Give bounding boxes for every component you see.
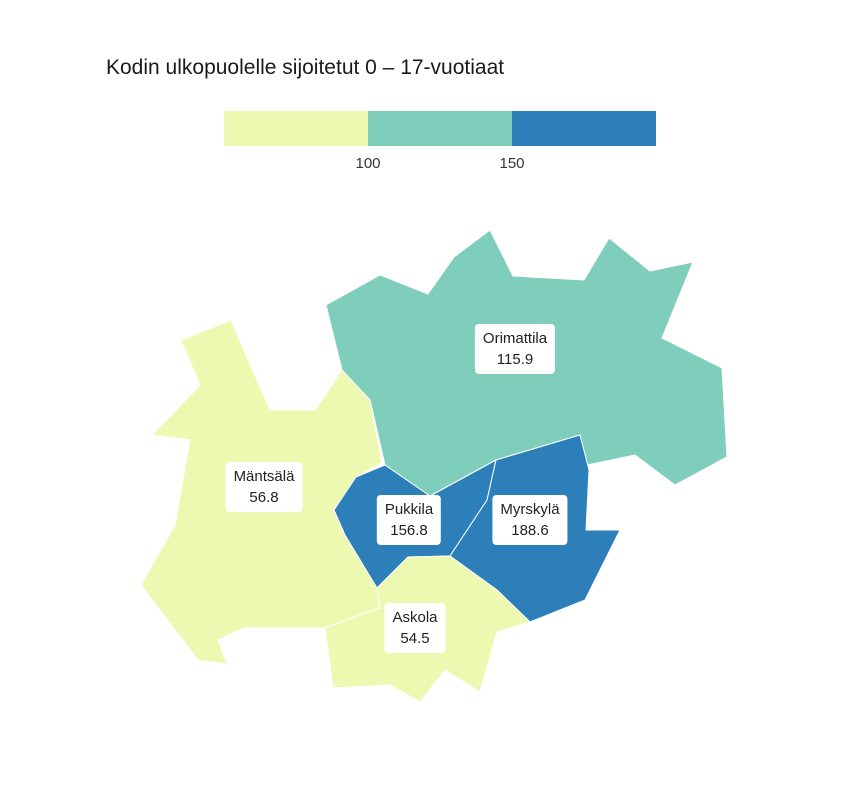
region-value: 115.9 — [496, 351, 534, 368]
legend-tick-100: 100 — [355, 155, 381, 172]
legend-bin-low — [224, 111, 368, 146]
map-title: Kodin ulkopuolelle sijoitetut 0 – 17-vuo… — [106, 56, 505, 79]
region-value: 54.5 — [400, 630, 430, 647]
region-name: Myrskylä — [500, 501, 560, 518]
legend-tick-150: 150 — [499, 155, 525, 172]
region-name: Pukkila — [384, 501, 434, 518]
label-mantsala: Mäntsälä 56.8 — [225, 462, 303, 512]
region-name: Askola — [392, 609, 438, 626]
label-orimattila: Orimattila 115.9 — [474, 324, 556, 374]
legend-bin-high — [512, 111, 656, 146]
legend-bin-mid — [368, 111, 512, 146]
region-value: 56.8 — [249, 489, 279, 506]
region-value: 188.6 — [511, 522, 549, 539]
region-name: Orimattila — [482, 330, 548, 347]
label-askola: Askola 54.5 — [384, 603, 446, 653]
region-name: Mäntsälä — [233, 468, 295, 485]
color-legend — [224, 111, 656, 146]
label-myrskyla: Myrskylä 188.6 — [492, 495, 568, 545]
label-pukkila: Pukkila 156.8 — [376, 495, 442, 545]
region-value: 156.8 — [390, 522, 428, 539]
